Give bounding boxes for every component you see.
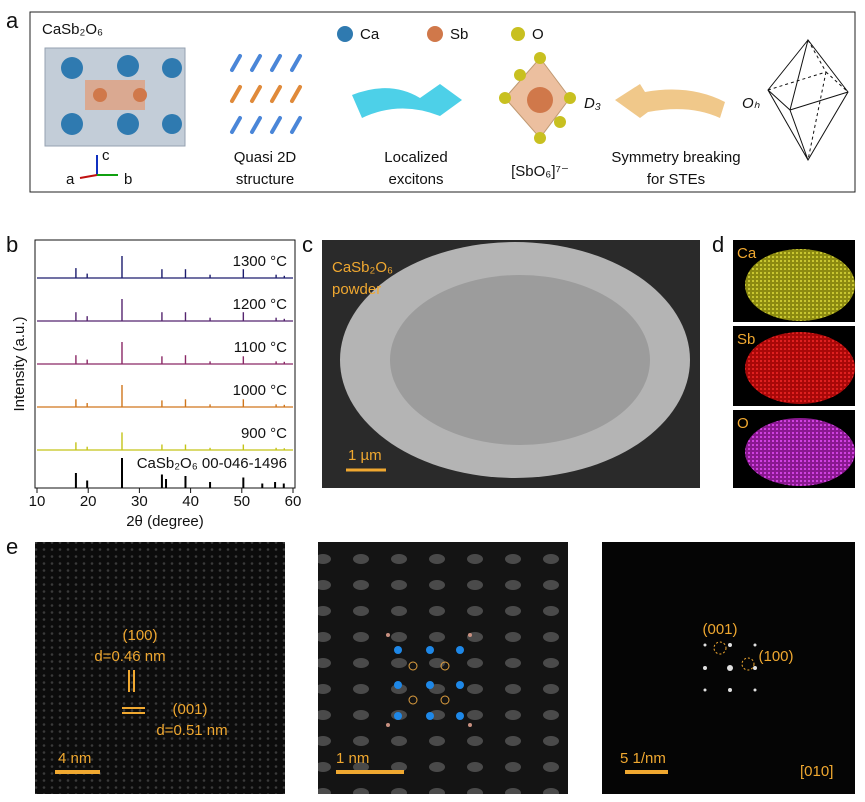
panel-label: a: [6, 8, 19, 33]
x-tick-label: 60: [285, 493, 302, 510]
sem-label: powder: [332, 281, 381, 298]
axis-label: a: [66, 171, 75, 188]
wire-octahedron: [767, 38, 849, 161]
legend-label: Ca: [360, 26, 380, 43]
haadf-image: [318, 542, 568, 794]
x-tick-label: 40: [182, 493, 199, 510]
caption: for STEs: [647, 171, 705, 188]
caption: Symmetry breaking: [611, 149, 740, 166]
eds-signal: [745, 249, 855, 321]
scale-label: 5 1/nm: [620, 750, 666, 767]
symmetry-label: Oₕ: [742, 95, 761, 112]
caption: structure: [236, 171, 294, 188]
scale-label: 4 nm: [58, 750, 91, 767]
plane-label: (001): [172, 701, 207, 718]
x-axis-label: 2θ (degree): [126, 513, 204, 530]
spot-label: (100): [758, 648, 793, 665]
d-spacing: d=0.51 nm: [156, 722, 227, 739]
map-label: Sb: [737, 331, 755, 348]
axis-label: b: [124, 171, 132, 188]
map-label: O: [737, 415, 749, 432]
x-tick-label: 30: [131, 493, 148, 510]
xrd-chart: 2θ (degree) Intensity (a.u.) 10 20 30 40 50 6…: [11, 239, 302, 530]
series-label: 900 °C: [241, 425, 287, 442]
panel-a-frame: [29, 11, 856, 193]
caption: excitons: [388, 171, 443, 188]
plane-label: (100): [122, 627, 157, 644]
legend-label: Sb: [450, 26, 468, 43]
scale-label: 1 µm: [348, 447, 382, 464]
series-label: 1000 °C: [233, 382, 288, 399]
x-tick-label: 20: [80, 493, 97, 510]
series-label: 1200 °C: [233, 296, 288, 313]
y-axis-label: Intensity (a.u.): [11, 316, 28, 411]
symmetry-label: D₃: [584, 95, 601, 112]
particle: [390, 275, 650, 445]
spot-marker: [713, 641, 727, 655]
sem-label: CaSb₂O₆: [332, 259, 393, 276]
arrow: [615, 84, 725, 118]
eds-signal: [745, 418, 855, 486]
x-tick-label: 10: [29, 493, 46, 510]
legend-dot: [337, 26, 353, 42]
d-spacing: d=0.46 nm: [94, 648, 165, 665]
caption: Localized: [384, 149, 447, 166]
spot-label: (001): [702, 621, 737, 638]
panel-label: e: [6, 534, 18, 559]
layers: [230, 54, 302, 134]
crystal: [44, 47, 186, 147]
octahedron: [499, 52, 576, 144]
caption: Quasi 2D: [234, 149, 297, 166]
x-tick-label: 50: [233, 493, 250, 510]
panel-label: c: [302, 232, 313, 257]
panel-label: b: [6, 232, 18, 257]
formula: CaSb₂O₆: [42, 21, 103, 38]
diffraction-spots: [703, 643, 757, 692]
plot-frame: [34, 239, 296, 489]
eds-signal: [745, 332, 855, 404]
hrtem-image: [35, 542, 285, 794]
axis-label: c: [102, 147, 110, 164]
panel-label: d: [712, 232, 724, 257]
legend-dot: [511, 27, 525, 41]
map-label: Ca: [737, 245, 757, 262]
legend-dot: [427, 26, 443, 42]
zone-axis: [010]: [800, 763, 833, 780]
structure-overlay: [386, 633, 472, 727]
scale-label: 1 nm: [336, 750, 369, 767]
legend-label: O: [532, 26, 544, 43]
series-label: 1100 °C: [234, 339, 287, 356]
spot-marker: [741, 657, 755, 671]
arrow: [352, 84, 462, 118]
series-label: 1300 °C: [233, 253, 288, 270]
series-label: CaSb₂O₆ 00-046-1496: [137, 455, 287, 472]
caption: [SbO₆]⁷⁻: [511, 163, 569, 180]
axis-arrow: [79, 174, 98, 179]
